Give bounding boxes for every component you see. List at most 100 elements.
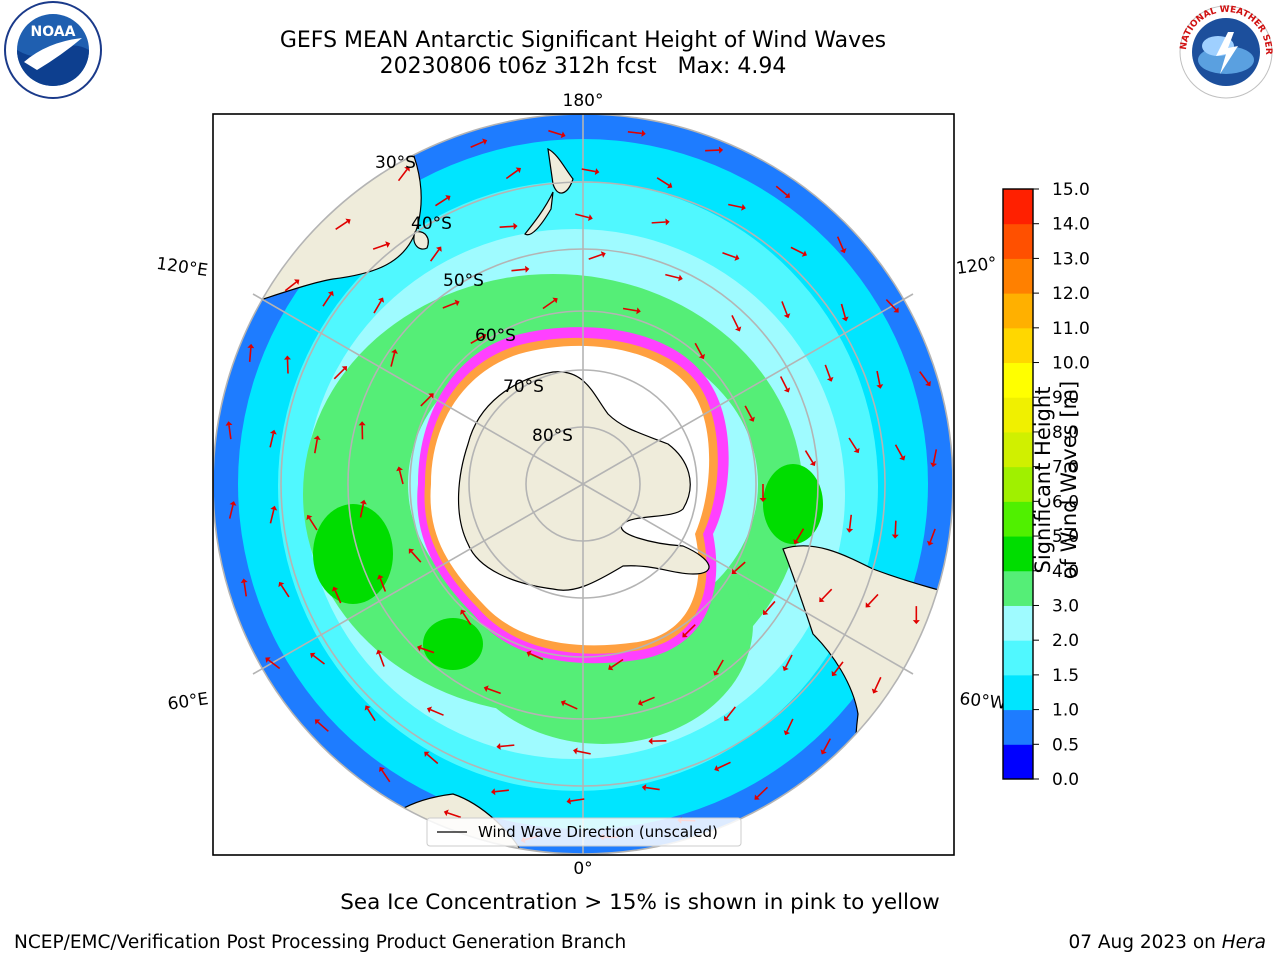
- wind-arrow-head: [391, 349, 398, 354]
- wind-arrow-shaft: [705, 149, 720, 152]
- colorbar-block: [1003, 431, 1033, 468]
- ocean-band-4-5m-c: [763, 464, 823, 544]
- wind-arrow-shaft: [894, 444, 904, 458]
- colorbar-tick-label: 13.0: [1052, 249, 1090, 269]
- wind-arrow-head: [594, 168, 600, 175]
- wind-arrow-shaft: [581, 168, 596, 173]
- wind-arrow-shaft: [627, 131, 642, 135]
- wind-arrow-head: [265, 657, 271, 663]
- noaa-logo: NOAA: [4, 1, 102, 99]
- wind-arrow-head: [306, 514, 313, 521]
- wind-arrow-head: [341, 366, 348, 372]
- lon-label-60w: 60°W: [958, 689, 1007, 714]
- wind-arrow-head: [588, 214, 593, 221]
- wind-arrow-shaft: [641, 696, 655, 704]
- wind-arrow-head: [783, 387, 791, 393]
- wind-arrow-shaft: [542, 299, 555, 310]
- wind-arrow-head: [783, 730, 791, 736]
- wind-arrow-head: [853, 447, 860, 454]
- wind-arrow-head: [600, 251, 606, 258]
- wind-arrow-head: [377, 574, 384, 580]
- wind-arrow-head: [678, 274, 683, 282]
- colorbar-tick-label: 2.0: [1052, 631, 1079, 651]
- wind-arrow-head: [926, 540, 934, 546]
- colorbar: 0.0 0.5 1.0 1.5 2.0 3.0 4.0 5.0 6.0 7.0 8.0 9.0 10.0…: [1002, 180, 1090, 790]
- wind-arrow-shaft: [822, 738, 832, 752]
- wind-arrow-shaft: [804, 450, 814, 463]
- wind-arrow-head: [759, 498, 767, 502]
- wind-arrow-head: [783, 313, 791, 319]
- wind-arrow-head: [483, 685, 489, 692]
- wind-arrow-head: [763, 609, 769, 615]
- wind-arrow-shaft: [833, 661, 844, 674]
- wind-arrow-shaft: [784, 654, 793, 668]
- wind-arrow-head: [379, 766, 385, 773]
- wind-arrow-shaft: [499, 225, 514, 228]
- wind-arrow-head: [734, 254, 740, 261]
- wind-arrow-shaft: [821, 588, 833, 600]
- wind-arrow-head: [731, 568, 738, 575]
- wind-arrow-head: [841, 316, 849, 322]
- wind-arrow-shaft: [487, 687, 501, 695]
- lon-label-60e: 60°E: [166, 689, 209, 714]
- wind-arrow-head: [426, 706, 432, 713]
- wind-arrow-head: [270, 505, 278, 511]
- colorbar-tick-label: 5.0: [1052, 527, 1079, 547]
- wind-arrow-head: [428, 393, 434, 399]
- wind-arrow-head: [793, 538, 800, 545]
- wind-arrow-head: [714, 765, 720, 772]
- wind-arrow-shaft: [779, 376, 788, 390]
- wind-arrow-head: [573, 747, 578, 755]
- wind-arrow-head: [331, 586, 339, 592]
- wind-arrow-shaft: [322, 294, 332, 307]
- wind-arrow-head: [408, 548, 415, 554]
- wind-arrow-shaft: [420, 647, 435, 654]
- wind-arrow-shaft: [359, 503, 365, 518]
- wind-arrow-shaft: [429, 249, 440, 262]
- wind-arrow-shaft: [795, 528, 805, 542]
- lon-label-0: 0°: [573, 859, 592, 879]
- lat-label-40s: 40°S: [411, 214, 452, 234]
- wind-arrow-head: [385, 241, 391, 248]
- colorbar-block: [1003, 327, 1033, 364]
- wind-arrow-shaft: [717, 761, 731, 770]
- wind-arrow-shaft: [840, 303, 847, 318]
- wind-arrow-shaft: [874, 676, 882, 691]
- longitude-grid: [252, 114, 914, 855]
- wind-arrow-shaft: [790, 246, 804, 255]
- wind-arrow-head: [460, 609, 467, 615]
- wind-arrow-shaft: [500, 744, 515, 748]
- wind-arrow-head: [358, 421, 366, 426]
- wind-arrow-head: [310, 652, 316, 659]
- wind-arrow-shaft: [885, 298, 897, 311]
- wind-arrow-head: [831, 670, 838, 677]
- wind-arrow-head: [404, 166, 410, 172]
- footer-credit: NCEP/EMC/Verification Post Processing Pr…: [14, 932, 627, 953]
- wind-arrow-head: [240, 578, 248, 584]
- ocean-band-4-5m: [313, 504, 393, 604]
- wind-arrow-head: [284, 355, 291, 360]
- colorbar-block: [1003, 501, 1033, 537]
- wind-arrow-shaft: [684, 624, 696, 636]
- colorbar-tick-label: 10.0: [1052, 354, 1090, 374]
- wind-arrow-head: [893, 307, 899, 313]
- lat-label-60s: 60°S: [475, 326, 516, 346]
- wind-arrow-head: [247, 343, 255, 349]
- wind-arrow-head: [819, 596, 825, 603]
- wind-arrow-shaft: [248, 347, 252, 362]
- wind-arrow-shaft: [756, 786, 769, 798]
- colorbar-tick-label: 15.0: [1052, 180, 1090, 200]
- colorbar-tick-label: 8.0: [1052, 423, 1079, 443]
- wind-arrow-head: [637, 699, 643, 706]
- colorbar-block: [1003, 258, 1033, 294]
- lat-label-50s: 50°S: [443, 271, 484, 291]
- wind-arrow-head: [378, 297, 385, 303]
- wind-arrow-head: [734, 326, 742, 332]
- wind-arrow-head: [698, 353, 705, 360]
- wind-arrow-head: [718, 146, 724, 154]
- wind-arrow-head: [839, 248, 847, 254]
- wind-arrow-shaft: [694, 342, 703, 356]
- lat-label-30s: 30°S: [375, 153, 416, 173]
- wind-arrow-head: [608, 664, 614, 671]
- wind-arrow-shaft: [372, 243, 387, 250]
